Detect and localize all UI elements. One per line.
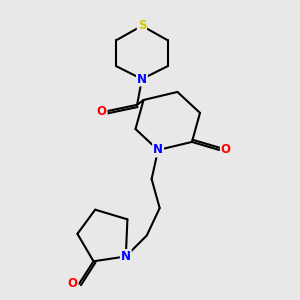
Text: O: O xyxy=(221,143,231,157)
Text: O: O xyxy=(68,278,78,290)
Text: N: N xyxy=(121,250,131,263)
Text: O: O xyxy=(97,105,106,118)
Text: N: N xyxy=(137,73,147,85)
Text: N: N xyxy=(153,143,163,157)
Text: S: S xyxy=(138,19,146,32)
